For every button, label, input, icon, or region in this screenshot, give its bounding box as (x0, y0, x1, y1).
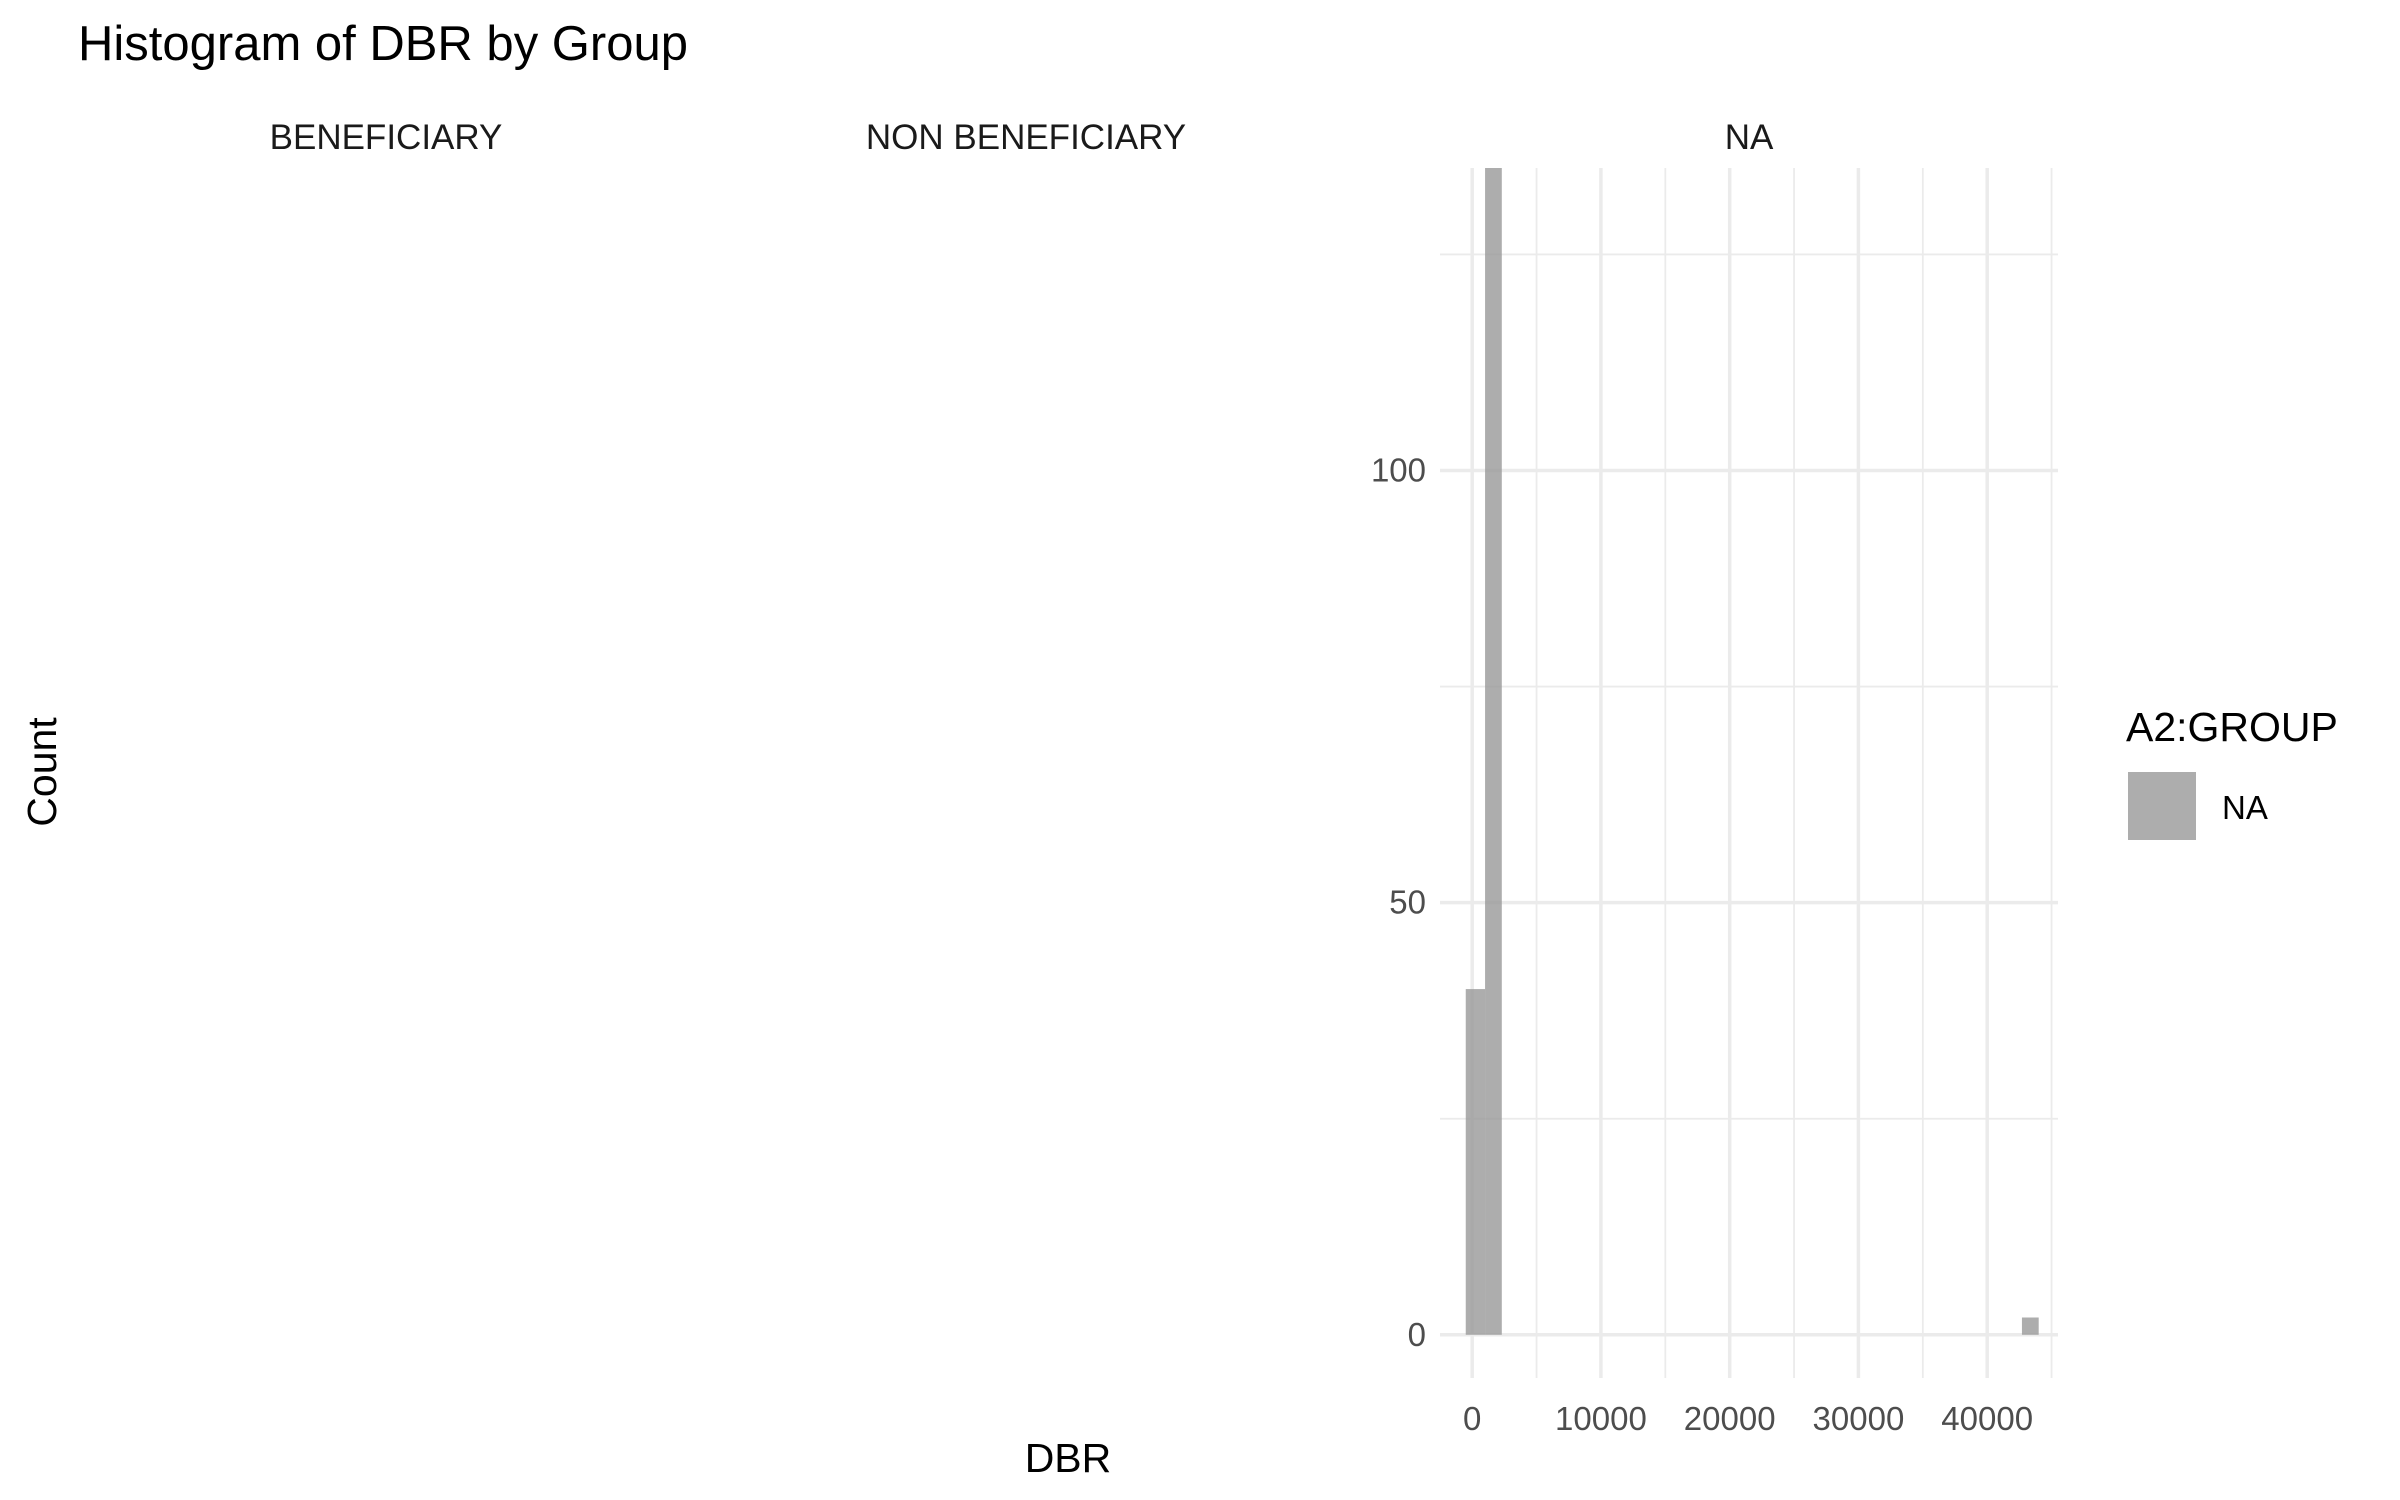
legend-key-na (2128, 772, 2196, 840)
chart-title: Histogram of DBR by Group (78, 17, 688, 71)
histogram-bar (2021, 1317, 2039, 1335)
y-axis-title: Count (19, 717, 65, 827)
legend-label-na: NA (2222, 789, 2268, 826)
facet-label-na: NA (1725, 118, 1774, 157)
x-tick-label: 20000 (1684, 1400, 1776, 1437)
x-axis-ticks: 0 10000 20000 30000 40000 (1463, 1400, 2033, 1437)
y-axis-ticks: 0 50 100 (1371, 452, 1426, 1353)
histogram-bar (1465, 989, 1486, 1335)
y-tick-label: 50 (1389, 884, 1426, 921)
histogram-bar (1485, 168, 1502, 1335)
legend: A2:GROUP NA (2126, 704, 2338, 840)
legend-title: A2:GROUP (2126, 704, 2338, 750)
y-tick-label: 0 (1408, 1316, 1426, 1353)
x-tick-label: 0 (1463, 1400, 1481, 1437)
x-axis-title: DBR (1025, 1435, 1112, 1481)
x-tick-label: 30000 (1813, 1400, 1905, 1437)
facet-label-beneficiary: BENEFICIARY (270, 118, 503, 157)
facet-label-non-beneficiary: NON BENEFICIARY (866, 118, 1186, 157)
facet-panel-na (1440, 168, 2058, 1378)
x-tick-label: 10000 (1555, 1400, 1647, 1437)
y-tick-label: 100 (1371, 452, 1426, 489)
x-tick-label: 40000 (1941, 1400, 2033, 1437)
